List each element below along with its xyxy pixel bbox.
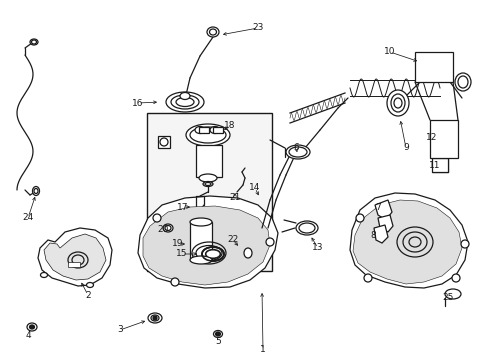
Ellipse shape [444, 289, 460, 299]
Circle shape [460, 240, 468, 248]
Circle shape [197, 219, 203, 225]
Text: 8: 8 [369, 230, 375, 239]
Text: 24: 24 [22, 213, 34, 222]
Text: 20: 20 [157, 225, 168, 234]
Bar [213, 127, 223, 133]
Ellipse shape [205, 250, 220, 258]
Ellipse shape [206, 27, 219, 37]
Ellipse shape [148, 313, 162, 323]
Circle shape [363, 274, 371, 282]
Polygon shape [373, 225, 387, 243]
Bar [190, 222, 212, 260]
Bar [196, 145, 222, 177]
Polygon shape [377, 215, 392, 232]
Ellipse shape [163, 224, 173, 232]
Text: 22: 22 [227, 235, 238, 244]
Ellipse shape [86, 283, 93, 288]
Text: 6: 6 [292, 144, 298, 153]
Text: 1: 1 [260, 346, 265, 355]
Text: 9: 9 [402, 144, 408, 153]
Text: 5: 5 [215, 338, 221, 346]
Bar [68, 262, 80, 267]
Polygon shape [44, 234, 106, 280]
Ellipse shape [199, 174, 217, 182]
Text: 17: 17 [177, 202, 188, 211]
Ellipse shape [213, 330, 222, 338]
Polygon shape [142, 206, 269, 285]
Text: 3: 3 [117, 325, 122, 334]
Polygon shape [374, 200, 391, 220]
Polygon shape [138, 196, 278, 288]
Ellipse shape [180, 93, 190, 99]
Bar [199, 127, 208, 133]
Ellipse shape [195, 126, 204, 134]
Circle shape [216, 333, 219, 336]
Ellipse shape [32, 186, 40, 195]
Ellipse shape [27, 323, 37, 331]
Text: 16: 16 [132, 99, 143, 108]
Text: 7: 7 [374, 202, 380, 211]
Circle shape [355, 214, 363, 222]
Text: 14: 14 [249, 184, 260, 193]
Ellipse shape [165, 92, 203, 112]
Ellipse shape [295, 221, 317, 235]
Ellipse shape [205, 249, 220, 258]
Text: 19: 19 [172, 239, 183, 248]
Ellipse shape [190, 256, 212, 264]
Text: 2: 2 [85, 291, 91, 300]
Ellipse shape [209, 126, 220, 134]
Polygon shape [431, 158, 447, 172]
Polygon shape [38, 228, 112, 286]
Ellipse shape [190, 218, 212, 226]
Polygon shape [349, 193, 467, 288]
Polygon shape [352, 200, 461, 284]
Bar [147, 113, 271, 271]
Text: 25: 25 [442, 293, 453, 302]
Circle shape [265, 238, 273, 246]
Text: 12: 12 [426, 134, 437, 143]
Circle shape [30, 325, 34, 328]
Text: 4: 4 [25, 330, 31, 339]
Circle shape [451, 274, 459, 282]
Ellipse shape [41, 273, 47, 278]
Ellipse shape [285, 145, 309, 159]
Text: 13: 13 [312, 243, 323, 252]
Text: 23: 23 [252, 23, 263, 32]
Circle shape [171, 278, 179, 286]
Ellipse shape [185, 124, 229, 146]
Bar [429, 120, 457, 158]
Circle shape [153, 214, 161, 222]
Text: 10: 10 [384, 48, 395, 57]
Ellipse shape [203, 181, 213, 186]
Polygon shape [158, 136, 170, 148]
Ellipse shape [244, 248, 251, 258]
Bar [414, 52, 452, 82]
Circle shape [153, 316, 157, 320]
Ellipse shape [454, 73, 470, 91]
Ellipse shape [30, 39, 38, 45]
Ellipse shape [386, 90, 408, 116]
Text: 15: 15 [176, 249, 187, 258]
Text: 21: 21 [229, 194, 240, 202]
Text: 11: 11 [428, 161, 440, 170]
Text: 18: 18 [224, 121, 235, 130]
